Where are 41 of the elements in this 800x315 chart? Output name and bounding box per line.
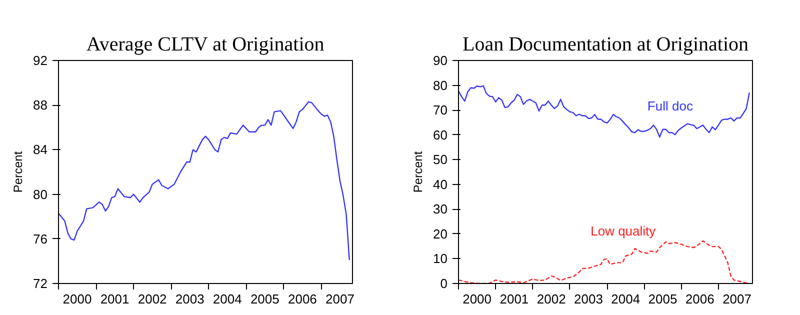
y-axis-title: Percent (411, 150, 426, 193)
y-tick-label: 20 (433, 226, 448, 242)
x-tick-label: 2007 (722, 292, 752, 306)
x-tick-label: 2002 (536, 292, 566, 306)
y-tick-label: 90 (433, 53, 448, 68)
x-tick-label: 2006 (288, 292, 317, 306)
x-tick-label: 2000 (462, 292, 492, 306)
y-tick-label: 30 (433, 202, 448, 217)
y-tick-label: 80 (433, 78, 448, 93)
series-label: Full doc (647, 98, 694, 114)
y-tick-label: 84 (33, 142, 48, 158)
series-label: Low quality (590, 224, 656, 239)
x-tick-label: 2002 (138, 292, 167, 306)
y-tick-label: 40 (433, 176, 448, 192)
y-tick-label: 60 (433, 127, 448, 142)
y-tick-label: 80 (33, 186, 48, 202)
y-tick-label: 50 (433, 152, 448, 168)
line-series (458, 240, 750, 284)
x-tick-label: 2004 (212, 292, 242, 306)
x-tick-label: 2001 (100, 292, 130, 306)
y-tick-label: 88 (33, 98, 48, 113)
y-tick-label: 10 (433, 251, 448, 266)
x-tick-label: 2000 (62, 292, 92, 306)
y-tick-label: 92 (33, 53, 48, 68)
x-tick-label: 2005 (250, 292, 280, 306)
x-tick-label: 2003 (175, 292, 204, 306)
chart-title: Average CLTV at Origination (86, 34, 324, 56)
y-tick-label: 0 (440, 276, 448, 291)
x-tick-label: 2001 (500, 292, 529, 306)
y-tick-label: 76 (33, 231, 48, 246)
x-tick-label: 2004 (611, 292, 640, 306)
line-series (458, 85, 750, 138)
y-tick-label: 72 (33, 276, 48, 291)
x-tick-label: 2005 (648, 292, 678, 306)
x-tick-label: 2003 (574, 292, 603, 306)
x-tick-label: 2007 (326, 292, 354, 306)
x-tick-label: 2006 (685, 292, 714, 306)
chart-title: Loan Documentation at Origination (462, 34, 749, 56)
line-series (58, 101, 350, 261)
y-tick-label: 70 (433, 102, 448, 118)
y-axis-title: Percent (11, 150, 26, 193)
